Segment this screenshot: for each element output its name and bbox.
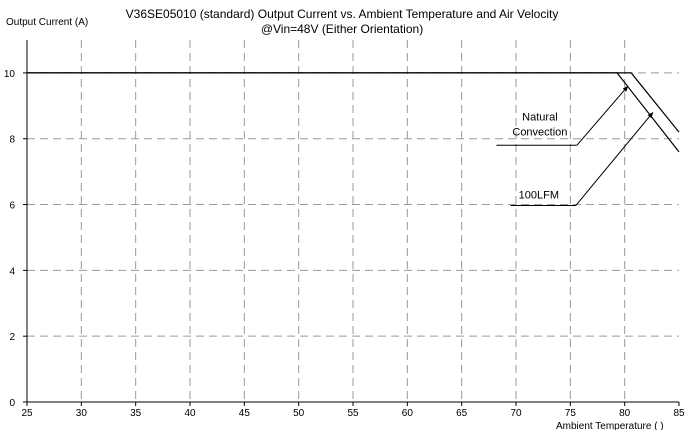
y-tick-label-0: 0 (9, 398, 15, 409)
x-tick-label-70: 70 (510, 408, 522, 419)
annotation-label-1-0: 100LFM (519, 190, 559, 202)
x-axis-title: Ambient Temperature ( ) (556, 421, 664, 430)
ticks-layer: 25 30 35 40 45 50 55 60 65 70 75 80 85 0 2 4 6 8 10 (4, 69, 685, 419)
y-tick-label-8: 8 (9, 135, 15, 146)
annotation-arrow-0 (576, 85, 629, 146)
y-tick-label-4: 4 (9, 266, 15, 277)
x-tick-label-80: 80 (619, 408, 631, 419)
y-tick-label-2: 2 (9, 332, 15, 343)
y-tick-label-6: 6 (9, 201, 15, 212)
y-axis-title: Output Current (A) (6, 17, 88, 28)
y-tick-label-10: 10 (4, 69, 16, 80)
x-tick-label-85: 85 (673, 408, 685, 419)
series-line-1 (27, 72, 680, 133)
x-tick-label-35: 35 (130, 408, 142, 419)
x-tick-label-60: 60 (402, 408, 414, 419)
x-tick-label-45: 45 (239, 408, 251, 419)
x-tick-label-75: 75 (565, 408, 577, 419)
annotation-label-0-1: Convection (512, 127, 567, 139)
annotation-arrow-1 (575, 111, 654, 206)
x-tick-label-40: 40 (184, 408, 196, 419)
chart-title-line1: V36SE05010 (standard) Output Current vs.… (126, 7, 559, 21)
x-tick-label-55: 55 (347, 408, 359, 419)
series-layer (27, 72, 680, 153)
chart-title-line2: @Vin=48V (Either Orientation) (261, 22, 423, 36)
annotation-label-0-0: Natural (522, 112, 557, 124)
x-tick-label-65: 65 (456, 408, 468, 419)
annotation-layer: Natural Convection 100LFM (496, 85, 654, 207)
x-tick-label-30: 30 (76, 408, 88, 419)
grid-layer (27, 40, 679, 402)
x-tick-label-50: 50 (293, 408, 305, 419)
x-tick-label-25: 25 (21, 408, 33, 419)
